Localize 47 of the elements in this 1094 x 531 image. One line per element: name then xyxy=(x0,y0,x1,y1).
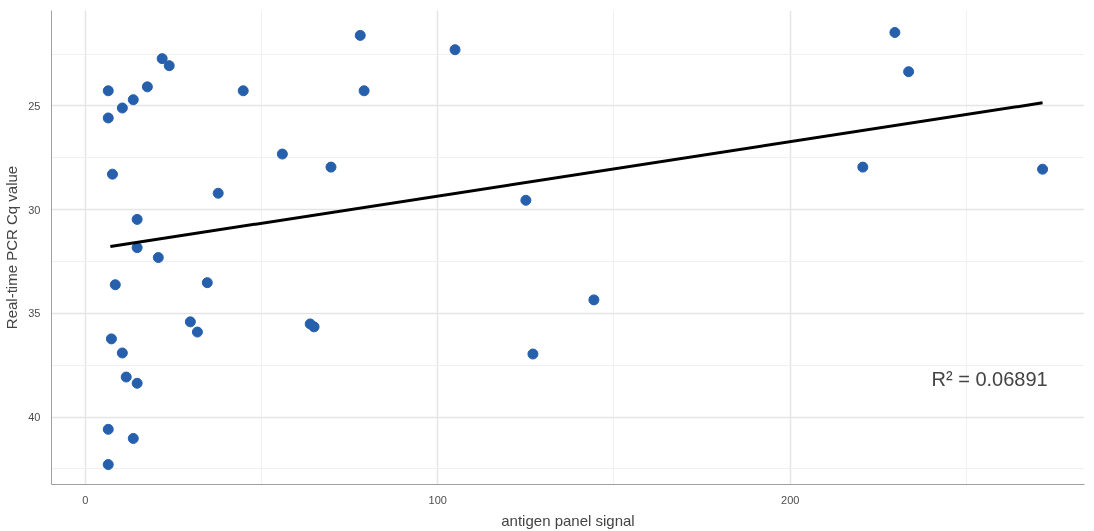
point xyxy=(152,252,164,264)
point xyxy=(903,66,915,78)
point xyxy=(857,161,869,173)
point xyxy=(889,27,901,38)
point xyxy=(131,377,143,389)
x-tick-label: 200 xyxy=(781,493,800,506)
point xyxy=(131,213,143,225)
point xyxy=(105,333,117,345)
point xyxy=(276,148,288,160)
point xyxy=(520,194,532,206)
point xyxy=(116,102,128,114)
point xyxy=(127,94,139,106)
x-axis-title: antigen panel signal xyxy=(501,511,635,529)
point xyxy=(527,348,539,360)
point xyxy=(449,44,461,56)
y-tick-label: 30 xyxy=(28,203,41,216)
point xyxy=(237,85,249,97)
y-tick-label: 35 xyxy=(28,307,41,320)
x-tick-label: 0 xyxy=(82,493,89,506)
point xyxy=(308,321,320,333)
point xyxy=(358,85,370,97)
annotation: R² = 0.06891 xyxy=(931,367,1048,390)
point xyxy=(191,326,203,338)
point xyxy=(116,347,128,359)
point xyxy=(156,53,168,65)
point xyxy=(102,459,114,471)
point xyxy=(141,81,153,93)
point xyxy=(131,242,143,254)
point xyxy=(201,277,213,289)
point xyxy=(102,112,114,124)
x-tick-label: 100 xyxy=(428,493,447,506)
point xyxy=(212,187,224,199)
y-tick-label: 25 xyxy=(28,99,41,112)
y-axis-title: Real-time PCR Cq value xyxy=(3,165,21,330)
point xyxy=(1037,163,1049,175)
point xyxy=(325,161,337,173)
y-tick-label: 40 xyxy=(28,411,41,424)
point xyxy=(109,279,121,291)
point xyxy=(163,60,175,72)
point xyxy=(184,316,196,328)
point xyxy=(120,371,132,383)
point xyxy=(102,85,114,97)
point xyxy=(127,432,139,444)
point xyxy=(102,423,114,435)
point xyxy=(106,168,118,180)
point xyxy=(588,294,600,306)
point xyxy=(354,29,366,41)
